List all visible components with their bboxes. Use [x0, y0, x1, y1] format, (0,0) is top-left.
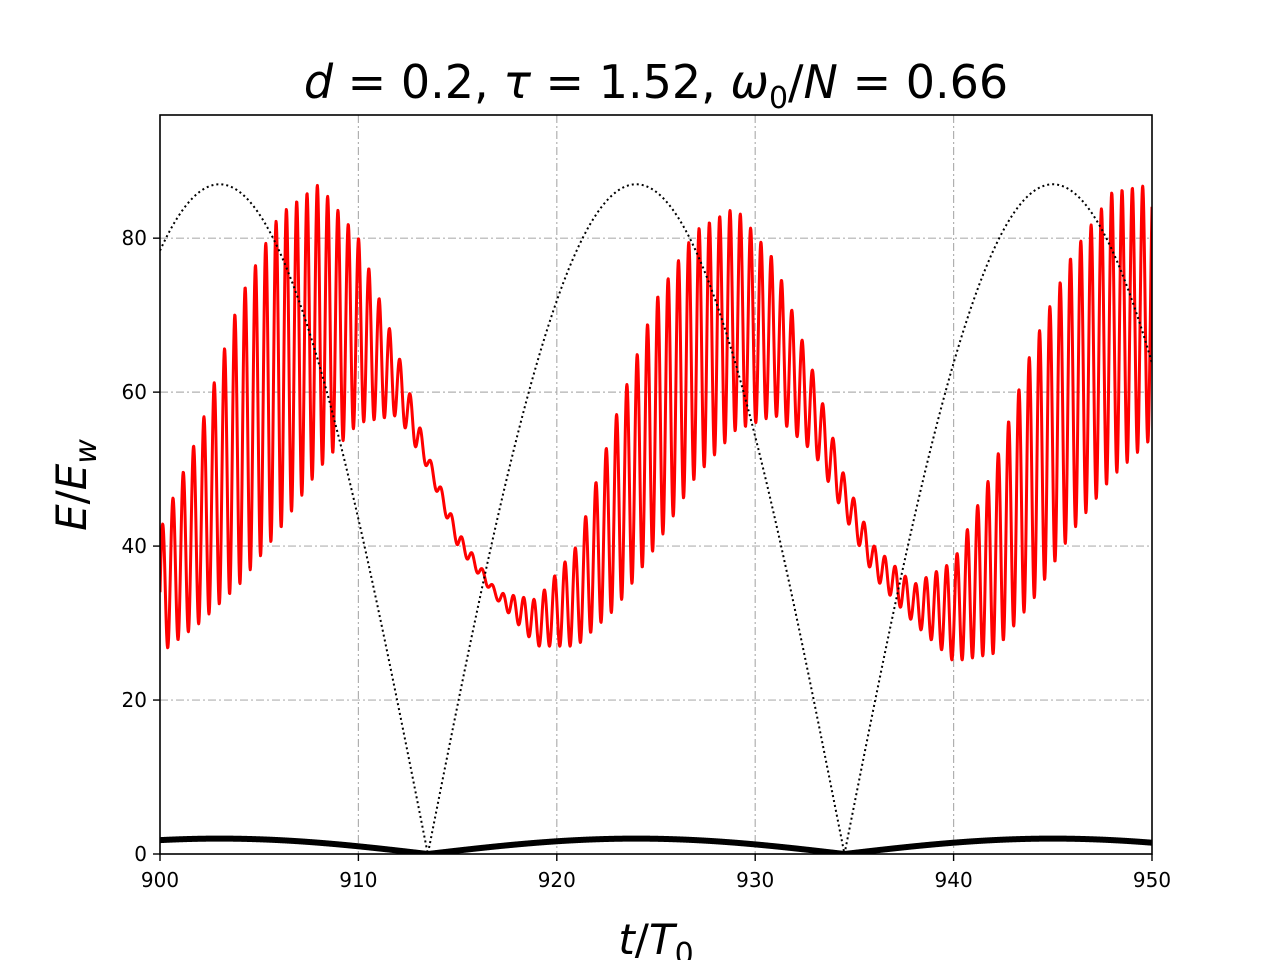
y-ticks: 0 20 40 60 80 — [122, 226, 160, 866]
x-ticks: 900 910 920 930 940 950 — [141, 854, 1171, 892]
y-tick-label: 20 — [122, 688, 147, 712]
chart-title: d = 0.2, τ = 1.52, ω0/N = 0.66 — [304, 55, 1008, 116]
y-tick-label: 40 — [122, 534, 147, 558]
x-tick-label: 910 — [339, 868, 377, 892]
series-line-dotted — [160, 183, 1152, 854]
title-ratio-value: 0.66 — [906, 55, 1008, 109]
x-axis-label: t/T0 — [618, 915, 693, 960]
title-d-value: 0.2 — [401, 55, 474, 109]
y-tick-label: 60 — [122, 380, 147, 404]
x-tick-label: 920 — [538, 868, 576, 892]
x-tick-label: 930 — [736, 868, 774, 892]
y-tick-label: 0 — [134, 842, 147, 866]
series-line-red — [160, 183, 1152, 662]
x-tick-label: 900 — [141, 868, 179, 892]
title-tau-value: 1.52 — [599, 55, 701, 109]
series-layer — [160, 183, 1152, 854]
y-axis-label: E/Ew — [47, 439, 104, 531]
series-line-thick — [160, 835, 1152, 854]
y-tick-label: 80 — [122, 226, 147, 250]
x-tick-label: 940 — [935, 868, 973, 892]
x-tick-label: 950 — [1133, 868, 1171, 892]
plot-frame — [159, 114, 1153, 855]
